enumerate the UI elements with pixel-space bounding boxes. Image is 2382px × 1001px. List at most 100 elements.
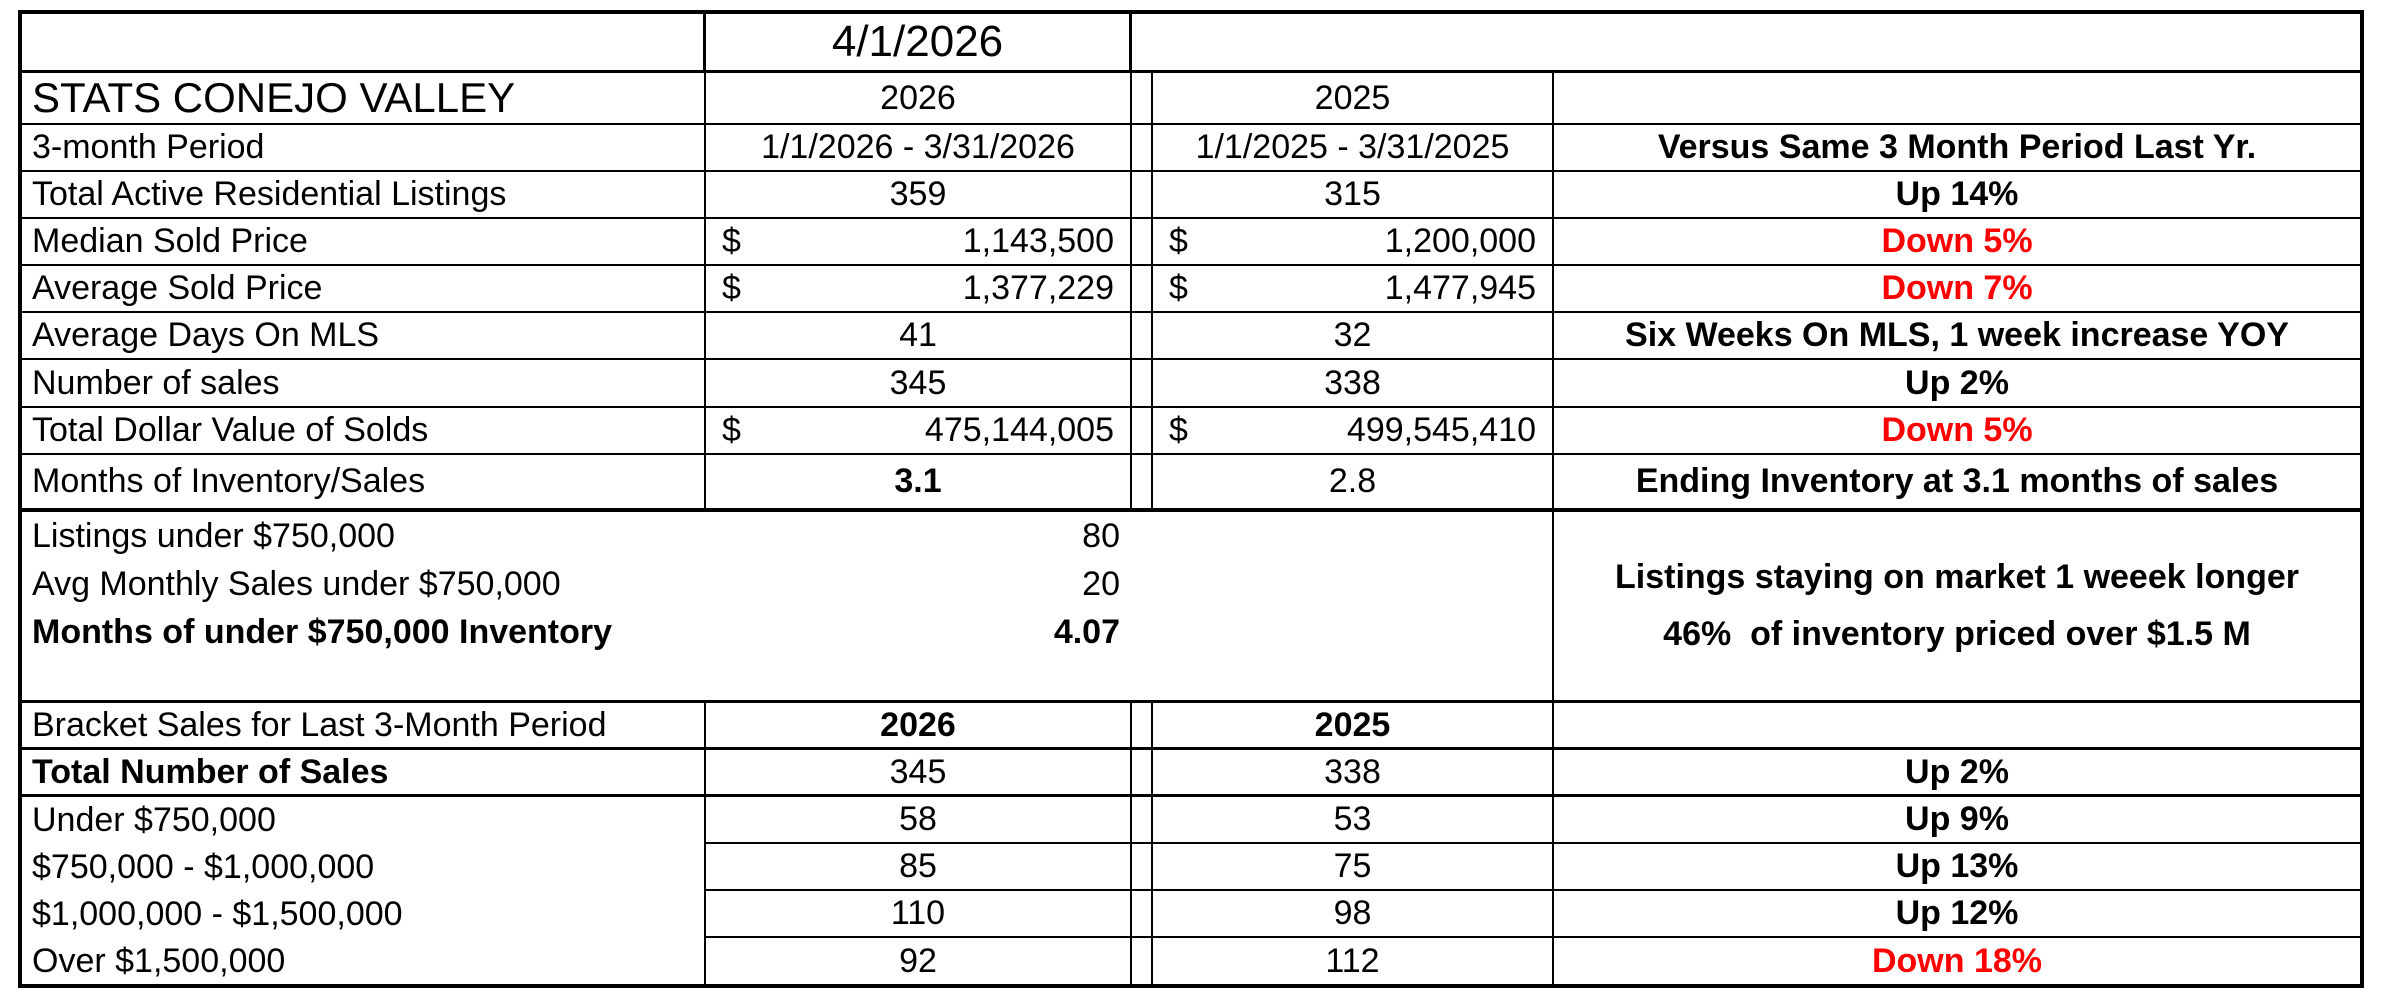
inventory-label: Listings under $750,000 [32,516,395,555]
inventory-value: 4.07 [1053,612,1120,651]
inventory-row: Months of under $750,000 Inventory 4.07 [22,608,1552,656]
bracket-row-label: $750,000 - $1,000,000 [22,844,706,891]
divider-gap [1132,891,1153,938]
currency-symbol: $ [1169,222,1188,260]
amount: 1,200,000 [1384,222,1536,260]
bracket-value-current: 92 [706,938,1132,984]
divider-gap [1132,219,1153,266]
stat-label: Average Sold Price [22,266,706,313]
divider-gap [1132,73,1153,125]
inventory-label: Months of under $750,000 Inventory [32,612,613,651]
divider-gap [1132,360,1153,408]
currency-symbol: $ [1169,411,1188,449]
inventory-label: Avg Monthly Sales under $750,000 [32,564,561,603]
inventory-note-cell: Listings staying on market 1 weeek longe… [1554,512,2360,703]
bracket-row-label: Total Number of Sales [22,750,706,797]
stat-yoy-comment: Ending Inventory at 3.1 months of sales [1554,455,2360,512]
divider-gap [1132,455,1153,512]
divider-gap [1132,703,1153,750]
inventory-row: Avg Monthly Sales under $750,000 20 [22,560,1552,608]
amount: 475,144,005 [924,411,1114,449]
stat-value-current: 345 [706,360,1132,408]
divider-gap [1132,844,1153,891]
stat-value-prior: $ 1,200,000 [1153,219,1554,266]
stat-value-prior: 2.8 [1153,455,1554,512]
stat-label: Number of sales [22,360,706,408]
currency-symbol: $ [722,411,741,449]
stat-value-prior: $ 1,477,945 [1153,266,1554,313]
stat-value-current: 41 [706,313,1132,360]
bracket-value-current: 58 [706,797,1132,844]
stat-yoy-comment: Six Weeks On MLS, 1 week increase YOY [1554,313,2360,360]
stat-value-current: $ 1,143,500 [706,219,1132,266]
stat-value-prior: 338 [1153,360,1554,408]
currency-symbol: $ [722,222,741,260]
divider-gap [1132,125,1153,172]
amount: 1,477,945 [1384,269,1536,307]
year-header-prior: 2025 [1153,73,1554,125]
stat-yoy-comment: Up 2% [1554,360,2360,408]
divider-gap [1132,750,1153,797]
stat-label: Months of Inventory/Sales [22,455,706,512]
period-label: 3-month Period [22,125,706,172]
bracket-header-comment-empty [1554,703,2360,750]
stat-label: Median Sold Price [22,219,706,266]
period-current: 1/1/2026 - 3/31/2026 [706,125,1132,172]
amount: 1,143,500 [962,222,1114,260]
divider-gap [1132,938,1153,984]
stat-label: Total Active Residential Listings [22,172,706,219]
inventory-note-line2: 46% of inventory priced over $1.5 M [1663,615,2251,653]
stat-yoy-comment: Down 5% [1554,408,2360,455]
stat-value-prior: 32 [1153,313,1554,360]
bracket-row-label: $1,000,000 - $1,500,000 [22,891,706,938]
bracket-year-prior: 2025 [1153,703,1554,750]
currency-symbol: $ [722,269,741,307]
bracket-yoy-comment: Up 2% [1554,750,2360,797]
divider-gap [1132,172,1153,219]
bracket-yoy-comment: Up 9% [1554,797,2360,844]
amount: 1,377,229 [962,269,1114,307]
currency-symbol: $ [1169,269,1188,307]
bracket-value-prior: 112 [1153,938,1554,984]
inventory-value: 80 [1082,516,1120,555]
report-title: STATS CONEJO VALLEY [22,73,706,125]
divider-gap [1132,266,1153,313]
inventory-value: 20 [1082,564,1120,603]
bracket-row-label: Under $750,000 [22,797,706,844]
bracket-value-current: 345 [706,750,1132,797]
bracket-value-prior: 338 [1153,750,1554,797]
stat-value-current: 359 [706,172,1132,219]
stat-label: Total Dollar Value of Solds [22,408,706,455]
bracket-value-current: 110 [706,891,1132,938]
divider-gap [1132,797,1153,844]
stat-yoy-comment: Up 14% [1554,172,2360,219]
inventory-row: Listings under $750,000 80 [22,512,1552,560]
bracket-yoy-comment: Up 12% [1554,891,2360,938]
period-comment: Versus Same 3 Month Period Last Yr. [1554,125,2360,172]
stat-yoy-comment: Down 5% [1554,219,2360,266]
report-date-cell: 4/1/2026 [706,14,1132,73]
period-prior: 1/1/2025 - 3/31/2025 [1153,125,1554,172]
bracket-value-prior: 75 [1153,844,1554,891]
divider-gap [1132,313,1153,360]
divider-gap [1132,408,1153,455]
stat-value-prior: $ 499,545,410 [1153,408,1554,455]
bracket-yoy-comment: Up 13% [1554,844,2360,891]
inventory-section: Listings under $750,000 80 Avg Monthly S… [22,512,1554,703]
stat-value-prior: 315 [1153,172,1554,219]
bracket-year-current: 2026 [706,703,1132,750]
stat-yoy-comment: Down 7% [1554,266,2360,313]
bracket-value-prior: 98 [1153,891,1554,938]
corner-cell [22,14,706,73]
stat-value-current: $ 1,377,229 [706,266,1132,313]
top-right-empty-cell [1132,14,2360,73]
bracket-section-label: Bracket Sales for Last 3-Month Period [22,703,706,750]
stats-table: 4/1/2026 STATS CONEJO VALLEY 2026 2025 3… [18,10,2364,988]
header-comment-empty [1554,73,2360,125]
bracket-row-label: Over $1,500,000 [22,938,706,984]
amount: 499,545,410 [1346,411,1536,449]
bracket-value-prior: 53 [1153,797,1554,844]
bracket-yoy-comment: Down 18% [1871,941,2043,980]
stat-value-current: 3.1 [706,455,1132,512]
